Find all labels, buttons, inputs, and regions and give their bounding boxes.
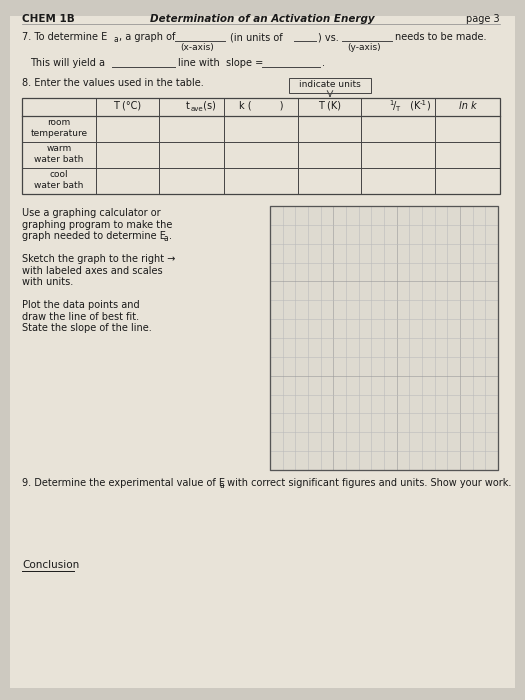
Text: This will yield a: This will yield a [30, 58, 105, 68]
Text: 8. Enter the values used in the table.: 8. Enter the values used in the table. [22, 78, 204, 88]
Text: line with  slope =: line with slope = [178, 58, 263, 68]
Text: .: . [169, 231, 172, 241]
Text: with units.: with units. [22, 277, 74, 287]
Text: draw the line of best fit.: draw the line of best fit. [22, 312, 139, 321]
Text: Use a graphing calculator or: Use a graphing calculator or [22, 208, 161, 218]
Text: with labeled axes and scales: with labeled axes and scales [22, 265, 163, 276]
Text: needs to be made.: needs to be made. [395, 32, 487, 42]
Bar [270, 206, 498, 470]
Bar [22, 98, 500, 194]
Text: State the slope of the line.: State the slope of the line. [22, 323, 152, 333]
Text: graphing program to make the: graphing program to make the [22, 220, 172, 230]
Text: Sketch the graph to the right →: Sketch the graph to the right → [22, 254, 175, 264]
Text: a: a [114, 35, 119, 44]
Text: 7. To determine E: 7. To determine E [22, 32, 107, 42]
Text: Plot the data points and: Plot the data points and [22, 300, 140, 310]
Text: graph needed to determine E: graph needed to determine E [22, 231, 166, 241]
Text: ) vs.: ) vs. [318, 32, 339, 42]
Text: Determination of an Activation Energy: Determination of an Activation Energy [150, 14, 374, 24]
Text: CHEM 1B: CHEM 1B [22, 14, 75, 24]
FancyBboxPatch shape [289, 78, 371, 93]
Text: -1: -1 [420, 100, 427, 106]
Text: Conclusion: Conclusion [22, 560, 79, 570]
Bar [270, 206, 498, 470]
Text: ): ) [426, 101, 429, 111]
Text: .: . [322, 58, 325, 68]
Text: cool
water bath: cool water bath [34, 170, 83, 190]
Text: 9. Determine the experimental value of E: 9. Determine the experimental value of E [22, 478, 225, 488]
Text: t: t [185, 101, 190, 111]
Text: (x-axis): (x-axis) [180, 43, 214, 52]
Text: (y-axis): (y-axis) [347, 43, 381, 52]
Text: (K: (K [407, 101, 420, 111]
Text: , a graph of: , a graph of [119, 32, 175, 42]
Text: (s): (s) [201, 101, 216, 111]
Text: T (°C): T (°C) [113, 101, 141, 111]
Bar [22, 98, 500, 194]
Text: room
temperature: room temperature [30, 118, 88, 138]
Text: ave: ave [191, 106, 203, 112]
Text: ln k: ln k [459, 101, 476, 111]
Text: with correct significant figures and units. Show your work.: with correct significant figures and uni… [224, 478, 511, 488]
Text: (in units of: (in units of [230, 32, 282, 42]
Text: $\mathregular{^1\!/_{T}}$: $\mathregular{^1\!/_{T}}$ [388, 98, 401, 114]
Text: a: a [219, 481, 224, 490]
Text: k (         ): k ( ) [239, 101, 284, 111]
Text: T (K): T (K) [318, 101, 341, 111]
Text: page 3: page 3 [466, 14, 500, 24]
Text: warm
water bath: warm water bath [34, 144, 83, 164]
Text: a: a [164, 234, 169, 243]
Text: indicate units: indicate units [299, 80, 361, 89]
